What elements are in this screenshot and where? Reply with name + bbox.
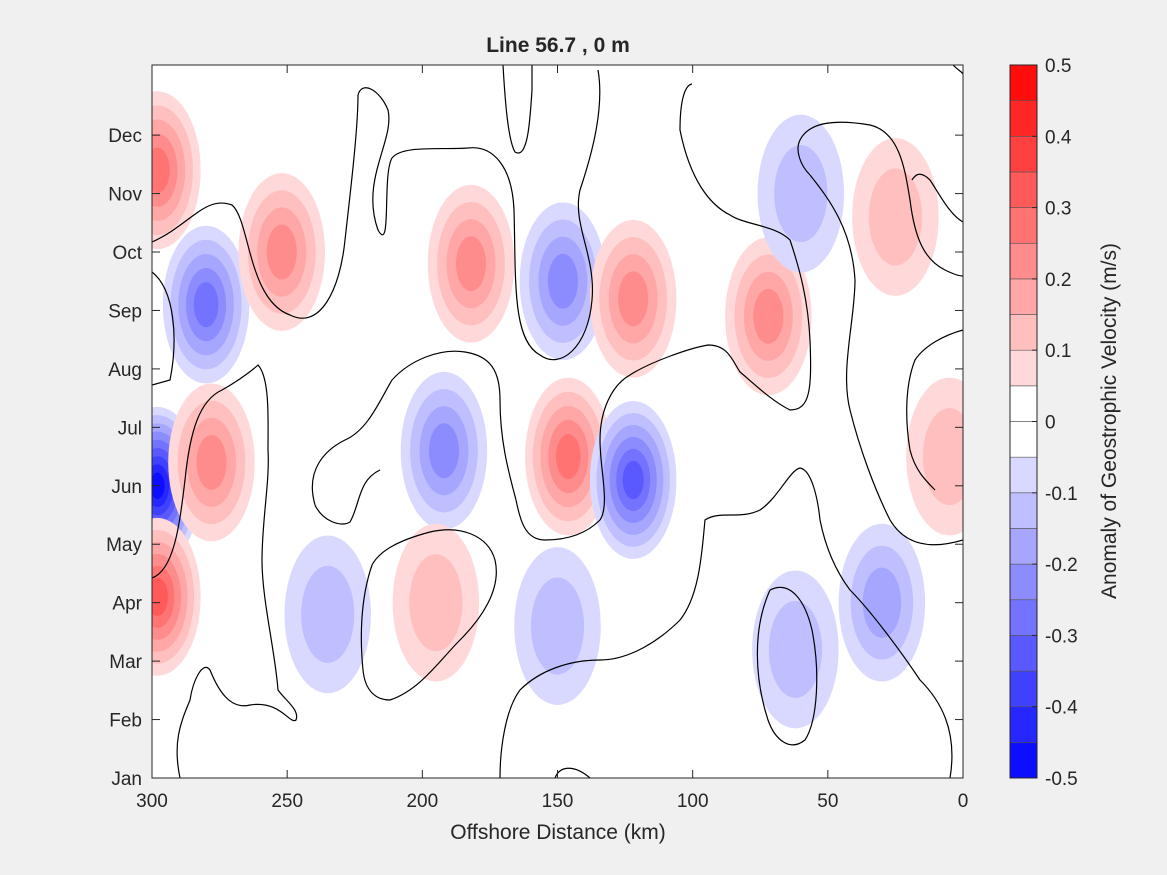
y-tick-label: Mar [109, 652, 142, 673]
colorbar-swatch [1009, 242, 1038, 280]
contour-fill-region [266, 224, 297, 280]
colorbar-tick-label: -0.2 [1045, 555, 1078, 576]
chart-title: Line 56.7 , 0 m [486, 34, 630, 57]
y-tick-label: Sep [108, 301, 142, 322]
y-tick-label: May [106, 535, 142, 556]
contour-fill-region [862, 567, 902, 638]
contour-fill-region [152, 577, 168, 616]
zero-contour-line [911, 173, 963, 223]
zero-contour-line [360, 529, 497, 701]
contour-fill-region [753, 288, 784, 344]
x-tick-label: 200 [406, 791, 438, 812]
colorbar-swatch [1009, 670, 1038, 707]
colorbar: 0.5 0.4 0.3 0.2 0.1 0 -0.1 -0.2 -0.3 -0.4 -0.5 [1009, 56, 1078, 790]
colorbar-swatch [1009, 528, 1038, 565]
colorbar-swatch [1009, 635, 1038, 672]
colorbar-swatch [1009, 278, 1038, 315]
colorbar-swatch [1009, 599, 1038, 636]
x-axis-ticks: 300 250 200 150 100 50 0 [136, 65, 968, 812]
contour-fill-region [455, 236, 487, 292]
colorbar-tick-label: 0.1 [1045, 341, 1071, 362]
colorbar-tick-label: 0.2 [1045, 270, 1071, 291]
colorbar-tick-label: 0.4 [1045, 127, 1072, 148]
contour-fill-region [618, 271, 649, 327]
contour-fill-region [196, 434, 227, 490]
colorbar-swatch [1009, 349, 1038, 387]
colorbar-swatch [1009, 563, 1038, 601]
y-tick-label: Aug [108, 360, 142, 381]
contour-fill-region [301, 565, 355, 663]
x-tick-label: 150 [542, 791, 574, 812]
y-tick-label: Dec [108, 126, 142, 147]
colorbar-swatch [1009, 492, 1038, 529]
contour-fill-region [922, 408, 963, 506]
y-tick-label: Jun [111, 477, 142, 498]
zero-contour-line [499, 467, 953, 778]
zero-contour-line [152, 364, 298, 778]
zero-contour-line [314, 469, 381, 525]
contour-fill-region [409, 554, 463, 652]
zero-contour-line [502, 65, 533, 154]
zero-contour-line [152, 271, 175, 386]
x-tick-label: 50 [817, 791, 838, 812]
colorbar-tick-label: -0.3 [1045, 626, 1078, 647]
colorbar-swatch [1009, 706, 1038, 743]
colorbar-swatch [1009, 456, 1038, 494]
contour-fill-region [193, 282, 219, 328]
y-axis-ticks: Jan Feb Mar Apr May Jun Jul Aug Sep Oct Nov Dec [106, 126, 963, 790]
colorbar-swatch [1009, 385, 1038, 422]
contour-fill-region [428, 423, 460, 479]
colorbar-tick-label: 0.5 [1045, 56, 1071, 77]
zero-contour-lines [152, 65, 963, 778]
y-tick-label: Nov [108, 185, 142, 206]
zero-contour-line [756, 586, 818, 746]
colorbar-swatch [1009, 136, 1038, 173]
zero-contour-line [311, 83, 812, 541]
y-tick-label: Apr [112, 594, 142, 615]
colorbar-tick-label: 0 [1045, 413, 1056, 434]
colorbar-swatch [1009, 314, 1038, 351]
colorbar-tick-label: 0.3 [1045, 199, 1071, 220]
contour-fill-region [547, 253, 578, 309]
contour-fill-region [555, 434, 581, 480]
zero-contour-line [554, 767, 591, 778]
contour-fill-region [530, 577, 585, 675]
zero-contour-line [906, 329, 963, 491]
y-tick-label: Feb [109, 711, 142, 732]
contour-fill-region [768, 600, 823, 698]
y-tick-label: Oct [112, 243, 142, 264]
colorbar-tick-label: -0.1 [1045, 484, 1078, 505]
colorbar-swatch [1009, 742, 1038, 779]
colorbar-swatch [1009, 207, 1038, 244]
zero-contour-line [797, 121, 963, 546]
x-axis-label: Offshore Distance (km) [450, 821, 666, 844]
contour-fill-region [774, 145, 828, 243]
zero-contour-line [152, 69, 601, 361]
colorbar-swatch [1009, 171, 1038, 208]
y-tick-label: Jan [111, 769, 142, 790]
contour-fill-region [622, 460, 644, 500]
contour-fill-region [868, 168, 923, 266]
x-tick-label: 300 [136, 791, 168, 812]
colorbar-tick-label: -0.4 [1045, 698, 1078, 719]
x-tick-label: 100 [677, 791, 709, 812]
contour-fill-region [152, 147, 170, 193]
x-tick-label: 250 [271, 791, 303, 812]
colorbar-swatch [1009, 64, 1038, 101]
colorbar-swatch [1009, 421, 1038, 458]
y-tick-label: Jul [118, 418, 142, 439]
colorbar-label: Anomaly of Geostrophic Velocity (m/s) [1098, 243, 1121, 599]
x-tick-label: 0 [958, 791, 969, 812]
colorbar-swatch [1009, 100, 1038, 137]
colorbar-tick-label: -0.5 [1045, 769, 1078, 790]
